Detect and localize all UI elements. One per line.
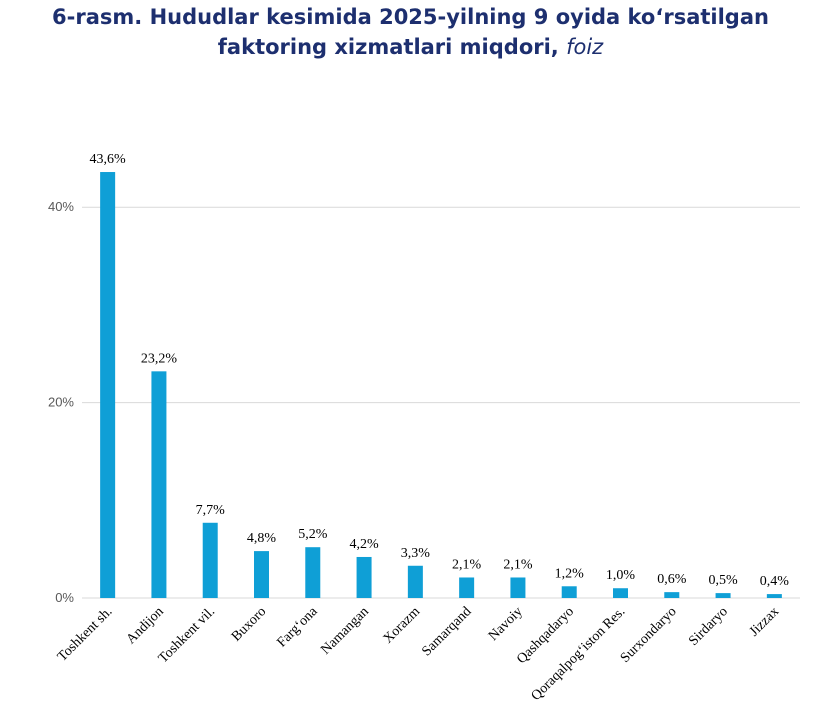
chart-title-line1: 6-rasm. Hududlar kesimida 2025-yilning 9…	[52, 5, 769, 29]
data-label: 1,2%	[555, 566, 585, 581]
x-tick-label: Surxondaryo	[618, 604, 680, 666]
x-tick-label: Sirdaryo	[686, 604, 731, 649]
data-label: 2,1%	[452, 557, 482, 572]
x-tick-label: Xorazm	[381, 604, 424, 647]
x-tick-label: Samarqand	[419, 604, 474, 659]
bar	[305, 547, 321, 598]
chart-title-line2: faktoring xizmatlari miqdori, foiz	[0, 32, 821, 62]
data-label: 3,3%	[401, 546, 431, 561]
data-label: 23,2%	[141, 351, 178, 366]
bar	[459, 577, 475, 598]
bar	[202, 522, 218, 598]
y-tick-label: 20%	[48, 395, 74, 410]
bar	[715, 593, 731, 598]
bar	[510, 577, 526, 598]
x-tick-label: Qoraqalpogʻiston Res.	[529, 604, 629, 704]
y-tick-label: 0%	[55, 590, 74, 605]
x-tick-label: Buxoro	[229, 604, 269, 644]
x-tick-label: Fargʻona	[274, 604, 321, 651]
data-label: 0,6%	[657, 572, 687, 587]
bar	[151, 371, 167, 598]
x-tick-label: Andijon	[124, 604, 167, 647]
data-label: 7,7%	[196, 503, 226, 518]
x-tick-label: Navoiy	[486, 604, 526, 644]
data-label: 0,5%	[708, 573, 738, 588]
chart-title: 6-rasm. Hududlar kesimida 2025-yilning 9…	[0, 2, 821, 62]
bar	[766, 594, 782, 598]
chart-title-main: faktoring xizmatlari miqdori,	[217, 35, 559, 59]
x-tick-label: Toshkent sh.	[55, 604, 116, 665]
data-label: 4,8%	[247, 531, 277, 546]
y-tick-label: 40%	[48, 199, 74, 214]
bar	[356, 556, 372, 598]
bar	[613, 588, 628, 598]
x-tick-label: Namangan	[318, 604, 371, 657]
bar	[664, 592, 680, 598]
data-label: 0,4%	[760, 574, 790, 589]
bar	[100, 172, 116, 598]
bar	[254, 551, 269, 598]
data-label: 2,1%	[503, 557, 533, 572]
data-label: 5,2%	[298, 527, 328, 542]
bar	[407, 565, 423, 598]
bar	[561, 586, 577, 598]
x-tick-label: Jizzax	[747, 604, 782, 639]
data-label: 43,6%	[90, 152, 127, 167]
data-label: 4,2%	[349, 537, 379, 552]
data-label: 1,0%	[606, 568, 636, 583]
chart-title-unit: foiz	[566, 35, 604, 59]
